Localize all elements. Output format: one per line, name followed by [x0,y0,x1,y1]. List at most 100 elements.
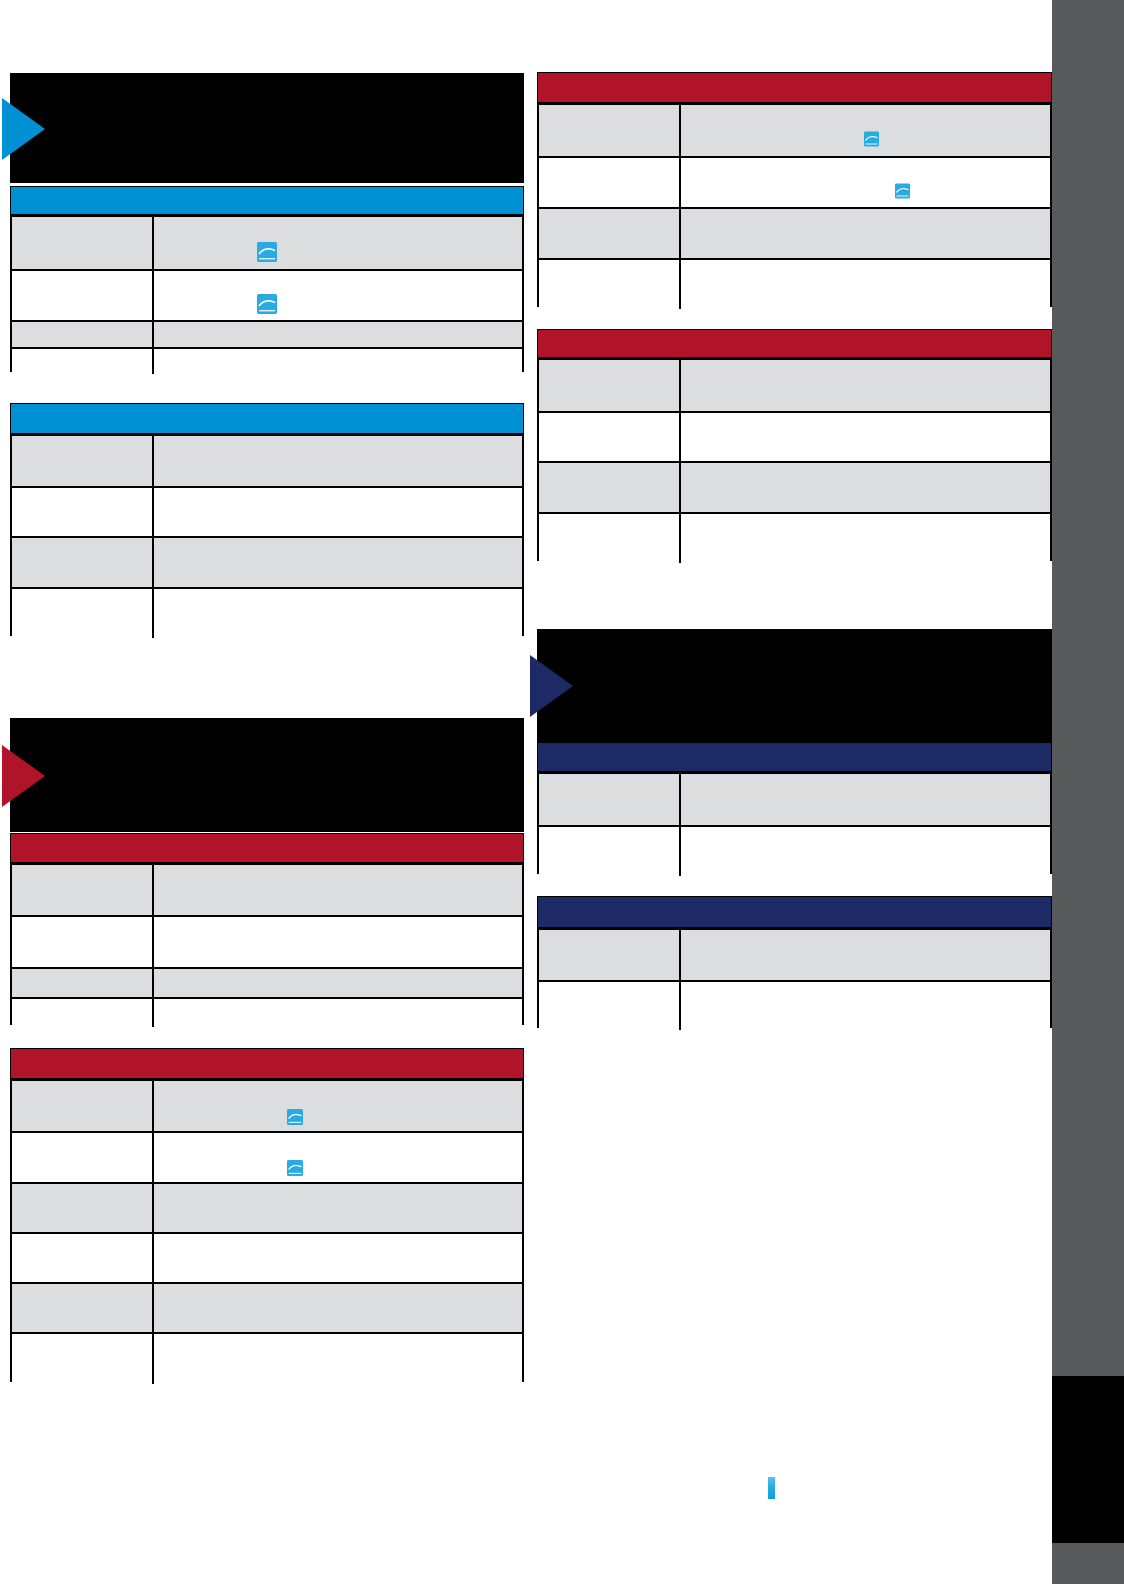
spec-table [10,215,524,374]
spec-label-cell [539,774,681,825]
spec-value-cell [681,360,1050,411]
spec-row [12,915,522,967]
spec-label-cell [539,982,681,1030]
spec-row [12,587,522,638]
spec-label-cell [12,865,154,915]
table-header-bar [10,403,524,434]
spec-label-cell [12,488,154,536]
table-header-bar [537,329,1052,358]
table-header-bar [537,896,1052,928]
spec-value-cell [154,488,522,536]
spec-label-cell [12,271,154,320]
spec-value-cell [681,158,1050,207]
spec-value-cell [681,827,1050,876]
spec-row [539,156,1050,207]
spec-value-cell [154,917,522,967]
page-edge-sidebar [1052,0,1124,1584]
spec-row [12,486,522,536]
spec-row [539,360,1050,411]
spec-value-cell [154,322,522,347]
spec-label-cell [539,260,681,309]
spec-value-cell [154,538,522,587]
spec-label-cell [539,209,681,258]
spec-value-cell [154,271,522,320]
spec-label-cell [12,969,154,997]
spec-label-cell [12,217,154,269]
table-header-bar [10,1048,524,1079]
spec-label-cell [12,538,154,587]
spec-label-cell [12,1234,154,1282]
spec-table [10,434,524,638]
spec-value-cell [154,865,522,915]
spec-row [539,774,1050,825]
brand-mark-icon [768,1477,775,1499]
spec-label-cell [12,1133,154,1182]
spec-label-cell [12,1081,154,1131]
spec-table [537,358,1052,563]
energy-star-icon [257,242,277,262]
spec-table [537,772,1052,876]
spec-row [12,1131,522,1182]
spec-row [12,436,522,486]
spec-row [12,997,522,1027]
spec-label-cell [539,463,681,512]
section-title-block-left-top [10,73,524,183]
spec-value-cell [681,260,1050,309]
spec-value-cell [154,349,522,374]
section-title-block-left-bottom [10,718,524,832]
spec-row [12,1282,522,1332]
spec-table [537,928,1052,1030]
spec-row [12,1081,522,1131]
spec-label-cell [539,827,681,876]
spec-value-cell [681,774,1050,825]
spec-label-cell [12,999,154,1027]
section-title-block-right [537,629,1052,742]
spec-label-cell [539,360,681,411]
spec-row [12,1182,522,1232]
arrow-right-icon [2,98,45,160]
spec-label-cell [539,930,681,980]
spec-value-cell [681,514,1050,563]
spec-label-cell [12,1184,154,1232]
spec-value-cell [154,1234,522,1282]
spec-row [539,512,1050,563]
spec-label-cell [12,436,154,486]
spec-row [12,347,522,374]
spec-row [12,967,522,997]
spec-row [539,411,1050,461]
spec-label-cell [12,589,154,638]
spec-label-cell [12,1284,154,1332]
table-header-bar [10,833,524,863]
spec-row [12,865,522,915]
spec-table [10,1079,524,1384]
spec-row [539,461,1050,512]
spec-row [12,320,522,347]
table-header-bar [537,72,1052,103]
spec-value-cell [154,999,522,1027]
arrow-right-icon [530,655,573,717]
spec-value-cell [154,1184,522,1232]
spec-table [10,863,524,1027]
spec-value-cell [154,436,522,486]
spec-row [539,980,1050,1030]
spec-row [539,825,1050,876]
spec-row [539,258,1050,309]
table-header-bar [10,186,524,215]
spec-value-cell [154,589,522,638]
spec-value-cell [154,217,522,269]
spec-value-cell [681,463,1050,512]
spec-label-cell [12,917,154,967]
spec-table [537,103,1052,309]
spec-label-cell [12,1334,154,1384]
spec-label-cell [539,413,681,461]
spec-row [12,1332,522,1384]
spec-value-cell [681,930,1050,980]
spec-row [12,1232,522,1282]
spec-row [539,105,1050,156]
sidebar-black-segment [1052,1376,1124,1543]
table-header-bar [537,742,1052,772]
spec-label-cell [539,158,681,207]
spec-value-cell [681,982,1050,1030]
spec-value-cell [154,1081,522,1131]
